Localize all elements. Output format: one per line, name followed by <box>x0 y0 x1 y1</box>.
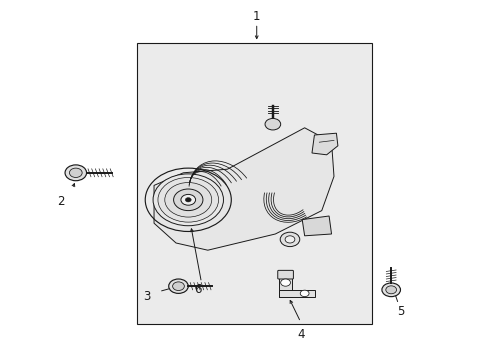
Circle shape <box>173 189 203 211</box>
Text: 1: 1 <box>252 10 260 23</box>
Circle shape <box>181 194 195 205</box>
Circle shape <box>300 290 308 297</box>
Text: 6: 6 <box>194 283 202 296</box>
Bar <box>278 271 292 297</box>
Circle shape <box>264 118 280 130</box>
Text: 4: 4 <box>296 328 304 341</box>
Circle shape <box>280 232 299 247</box>
Text: 5: 5 <box>396 305 404 318</box>
Circle shape <box>172 282 184 291</box>
Circle shape <box>164 183 211 217</box>
Bar <box>278 290 315 297</box>
Polygon shape <box>302 216 331 236</box>
FancyBboxPatch shape <box>277 270 293 279</box>
Circle shape <box>280 279 290 286</box>
Polygon shape <box>154 128 333 250</box>
Circle shape <box>168 279 188 293</box>
Circle shape <box>153 174 223 226</box>
Circle shape <box>185 198 191 202</box>
Text: 3: 3 <box>142 291 150 303</box>
Bar <box>137 43 371 324</box>
Circle shape <box>381 283 400 297</box>
Circle shape <box>69 168 82 177</box>
Circle shape <box>65 165 86 181</box>
Polygon shape <box>311 133 337 155</box>
Circle shape <box>385 286 396 294</box>
Text: 2: 2 <box>57 195 65 208</box>
Circle shape <box>158 177 218 222</box>
Circle shape <box>285 236 294 243</box>
